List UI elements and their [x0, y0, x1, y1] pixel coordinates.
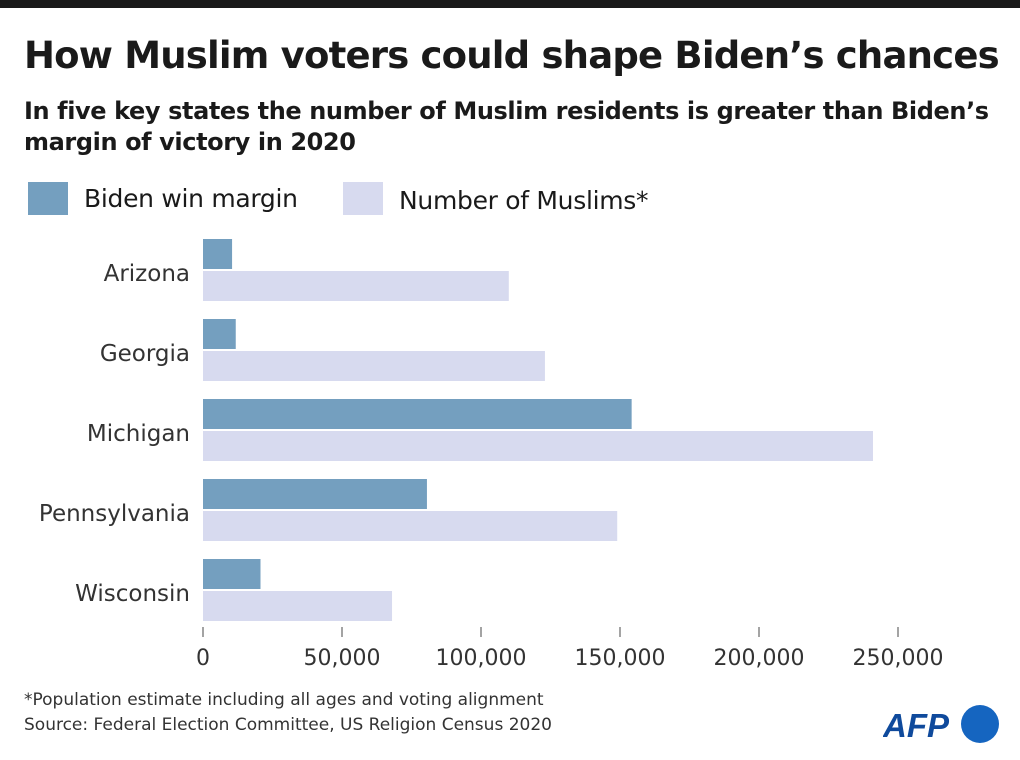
- afp-logo-circle: [961, 705, 999, 743]
- chart-subtitle: In five key states the number of Muslim …: [24, 97, 989, 156]
- bar-pennsylvania-margin: [203, 479, 427, 509]
- afp-logo: AFP: [883, 705, 999, 744]
- legend-swatch-muslims: [343, 182, 383, 215]
- x-tick-label-250000: 250,000: [853, 646, 944, 671]
- category-label-michigan: Michigan: [87, 421, 190, 447]
- category-label-georgia: Georgia: [100, 341, 190, 367]
- category-label-arizona: Arizona: [104, 261, 190, 287]
- x-tick-label-150000: 150,000: [575, 646, 666, 671]
- top-rule: [0, 0, 1020, 8]
- bar-michigan-muslims: [203, 431, 873, 461]
- chart-title: How Muslim voters could shape Biden’s ch…: [24, 34, 1000, 77]
- bar-arizona-muslims: [203, 271, 509, 301]
- bar-arizona-margin: [203, 239, 233, 269]
- bar-michigan-margin: [203, 399, 632, 429]
- legend-label-muslims: Number of Muslims*: [399, 186, 649, 215]
- x-tick-label-100000: 100,000: [436, 646, 527, 671]
- category-label-wisconsin: Wisconsin: [75, 581, 190, 607]
- category-label-pennsylvania: Pennsylvania: [39, 501, 190, 527]
- x-tick-label-50000: 50,000: [304, 646, 381, 671]
- bar-georgia-muslims: [203, 351, 545, 381]
- legend-swatch-margin: [28, 182, 68, 215]
- x-tick-label-0: 0: [196, 646, 210, 671]
- afp-logo-text: AFP: [883, 707, 950, 744]
- bar-georgia-margin: [203, 319, 236, 349]
- source-note: Source: Federal Election Committee, US R…: [24, 715, 552, 735]
- footnote: *Population estimate including all ages …: [24, 688, 552, 738]
- population-note: *Population estimate including all ages …: [24, 690, 544, 710]
- bar-wisconsin-muslims: [203, 591, 393, 621]
- bar-wisconsin-margin: [203, 559, 261, 589]
- bar-chart: Arizona Georgia Michigan Pennsylvania Wiscon…: [39, 239, 944, 671]
- x-tick-label-200000: 200,000: [714, 646, 805, 671]
- bar-pennsylvania-muslims: [203, 511, 618, 541]
- legend-label-margin: Biden win margin: [84, 184, 298, 213]
